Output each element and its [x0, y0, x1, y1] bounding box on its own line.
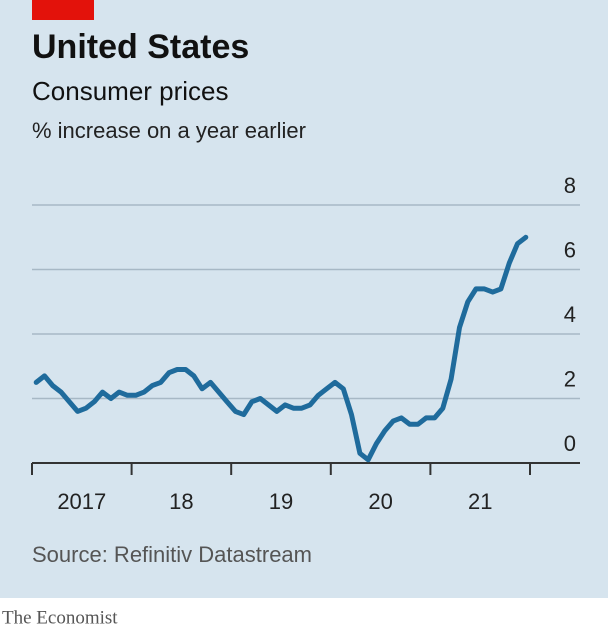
brand: The Economist	[2, 607, 118, 628]
y-tick-label: 0	[564, 431, 576, 456]
x-tick-label: 18	[169, 489, 193, 514]
source: Source: Refinitiv Datastream	[32, 542, 312, 567]
y-tick-label: 2	[564, 366, 576, 391]
y-axis-label: % increase on a year earlier	[32, 118, 306, 143]
chart-subtitle: Consumer prices	[32, 76, 229, 106]
brand-tag	[32, 0, 94, 20]
chart-title: United States	[32, 28, 249, 66]
x-tick-label: 21	[468, 489, 492, 514]
x-tick-label: 20	[368, 489, 392, 514]
y-tick-label: 6	[564, 237, 576, 262]
x-tick-label: 19	[269, 489, 293, 514]
y-tick-label: 8	[564, 173, 576, 198]
line	[33, 234, 529, 463]
y-tick-label: 4	[564, 302, 576, 327]
x-tick-label: 2017	[57, 489, 106, 514]
chart-background	[0, 0, 608, 598]
